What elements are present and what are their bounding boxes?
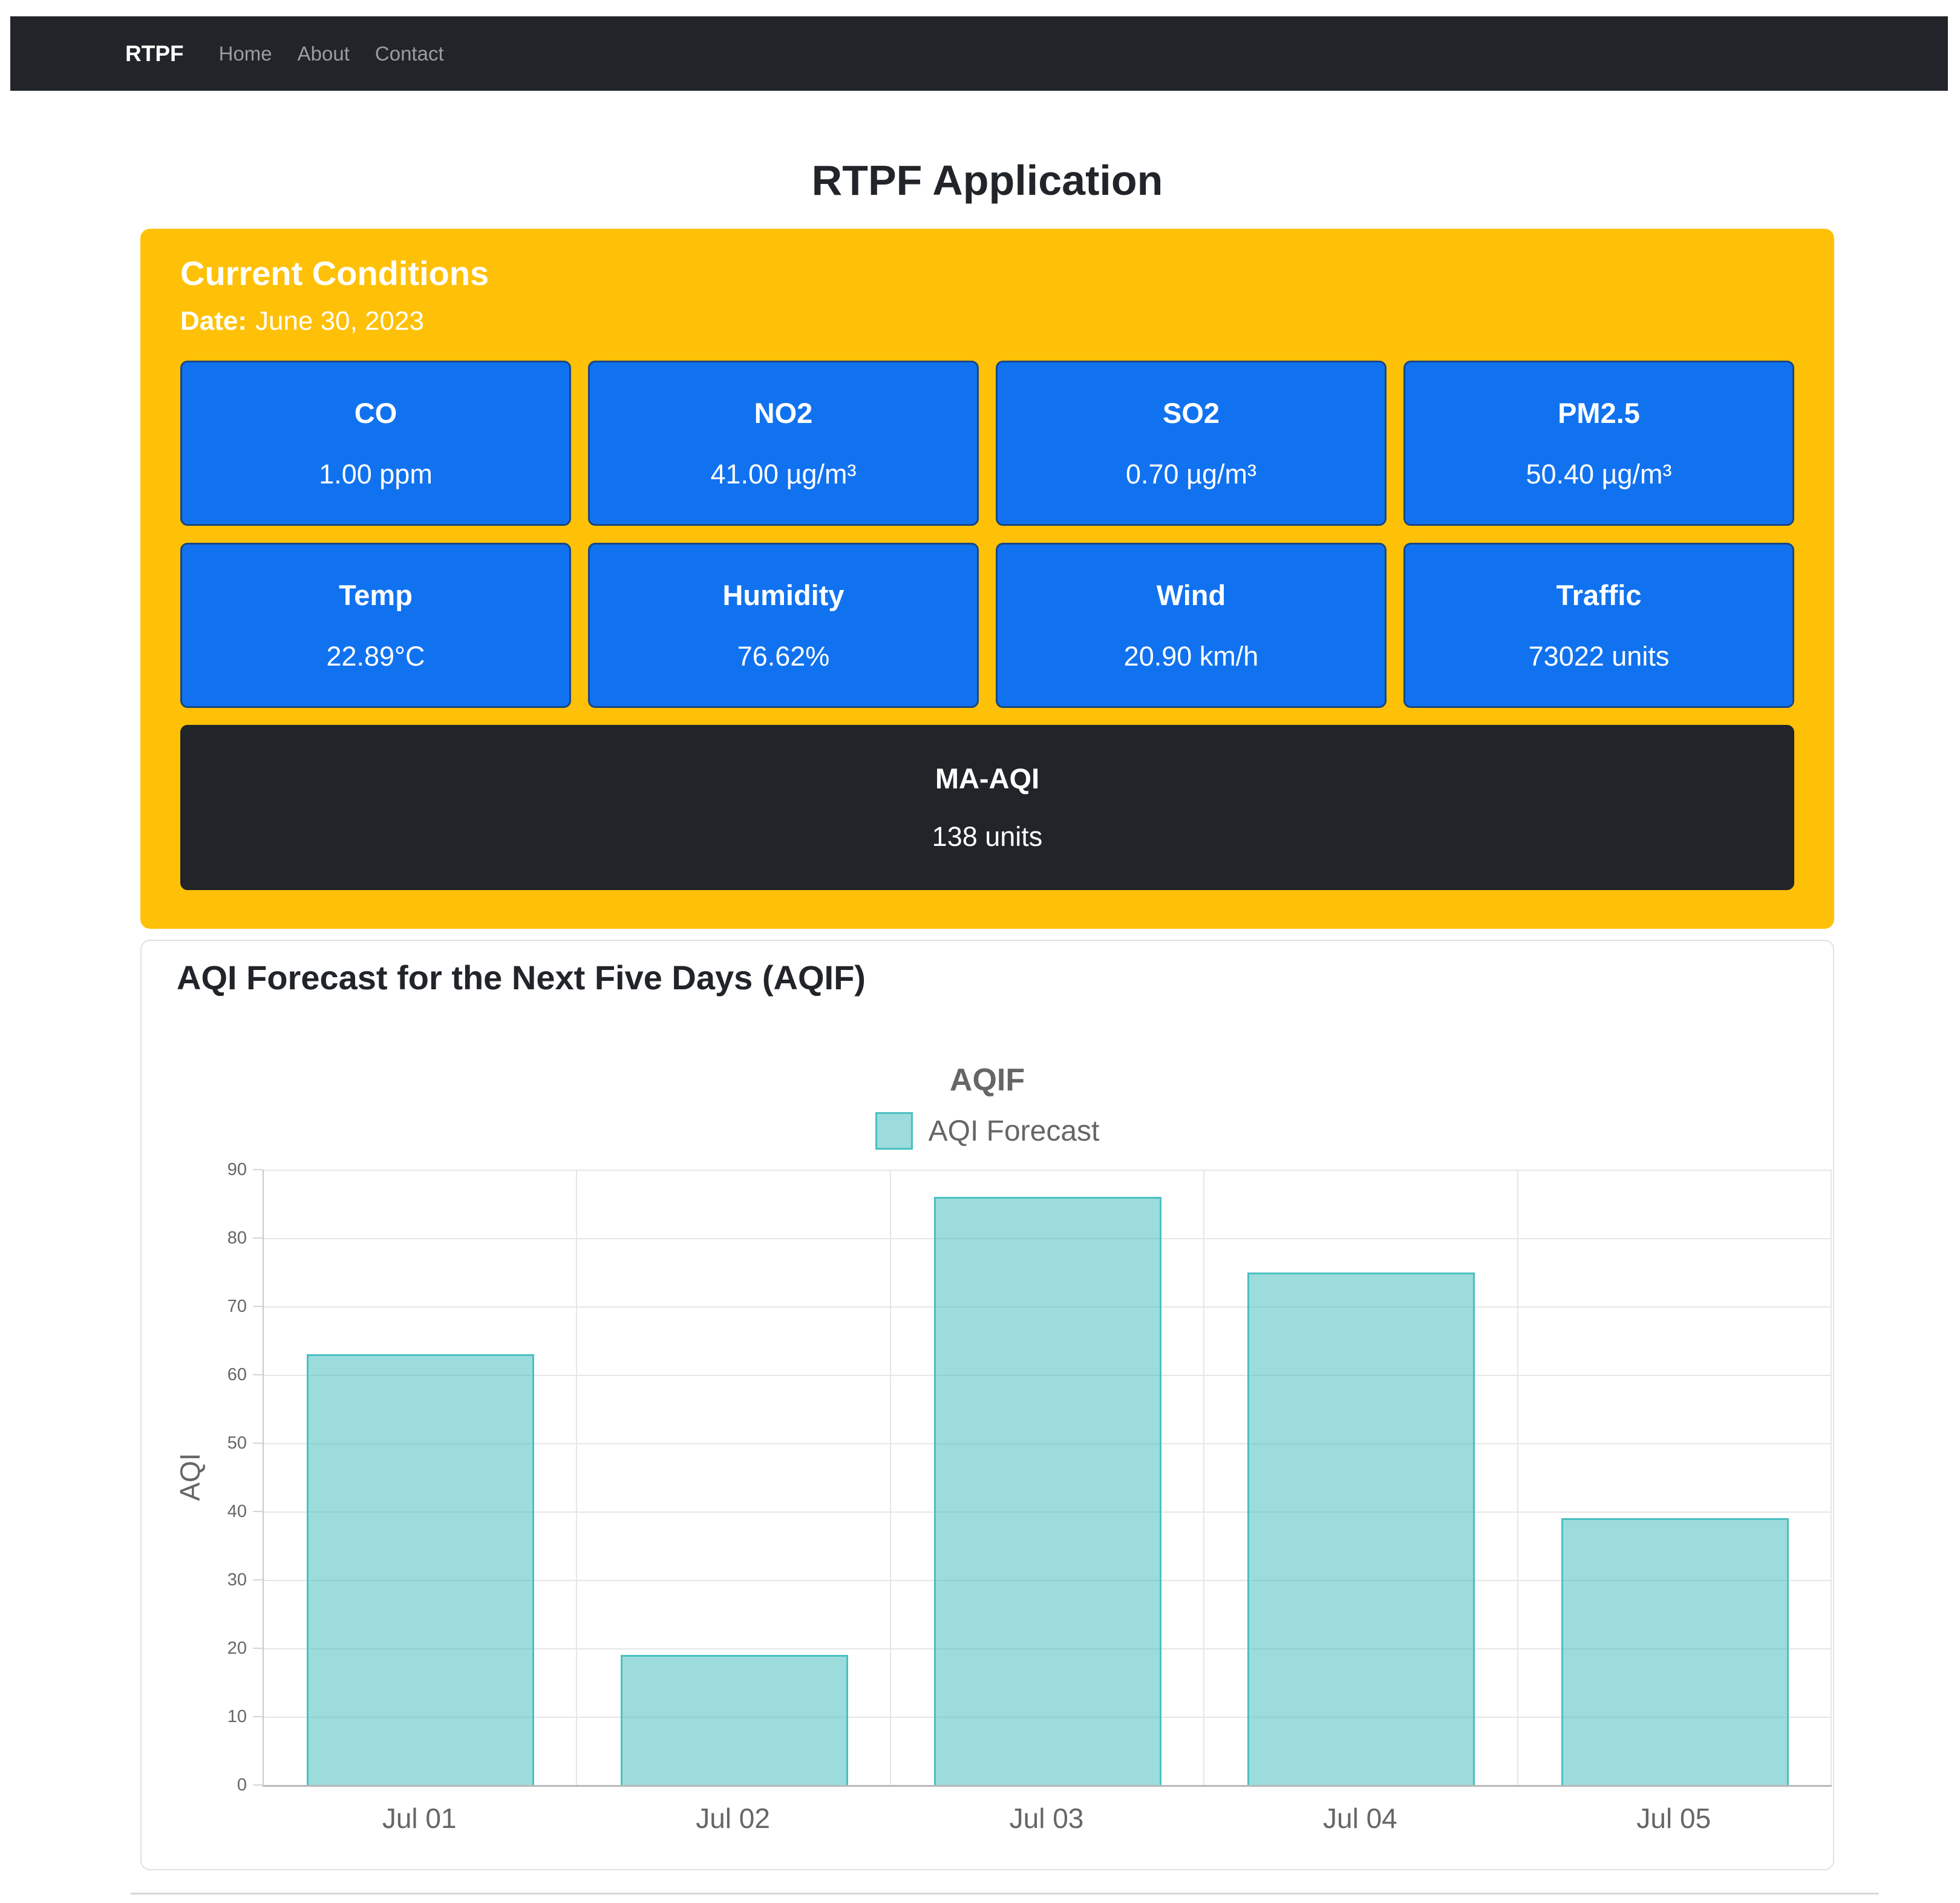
metric-value-traffic: 73022 units [1528, 640, 1670, 672]
y-tickmark-60 [253, 1374, 263, 1375]
gridline-y-90 [264, 1170, 1832, 1171]
y-tickmark-10 [253, 1716, 263, 1717]
y-tick-0: 0 [237, 1775, 247, 1795]
y-tickmark-30 [253, 1579, 263, 1580]
metric-tile-pm25: PM2.5 50.40 µg/m³ [1403, 360, 1794, 526]
current-conditions-date: Date: June 30, 2023 [180, 306, 1794, 338]
x-tick-jul-04: Jul 04 [1323, 1803, 1397, 1834]
next-section-divider [131, 1893, 1879, 1895]
metric-value-co: 1.00 ppm [319, 458, 433, 490]
main-content: Current Conditions Date: June 30, 2023 CO… [140, 229, 1834, 1870]
legend-swatch [875, 1112, 913, 1150]
y-tickmark-80 [253, 1237, 263, 1239]
bar-jul-05 [1561, 1518, 1789, 1785]
legend-label: AQI Forecast [928, 1115, 1100, 1147]
y-tickmark-40 [253, 1511, 263, 1512]
nav-link-home[interactable]: Home [218, 42, 272, 65]
metric-tile-wind: Wind 20.90 km/h [996, 542, 1387, 708]
y-tick-30: 30 [227, 1570, 247, 1590]
ma-aqi-label: MA-AQI [935, 762, 1040, 795]
metric-label-wind: Wind [1156, 578, 1226, 611]
gridline-x-2 [889, 1170, 891, 1785]
x-tick-jul-02: Jul 02 [696, 1803, 770, 1834]
nav-link-about[interactable]: About [297, 42, 350, 65]
y-tickmark-0 [253, 1784, 263, 1786]
y-tick-70: 70 [227, 1297, 247, 1316]
metric-label-so2: SO2 [1162, 396, 1220, 429]
metric-value-pm25: 50.40 µg/m³ [1526, 458, 1672, 490]
x-tick-jul-03: Jul 03 [1009, 1803, 1084, 1834]
y-tickmark-70 [253, 1306, 263, 1307]
page-title: RTPF Application [811, 157, 1163, 204]
nav-link-contact[interactable]: Contact [374, 42, 444, 65]
metric-tile-temp: Temp 22.89°C [180, 542, 571, 708]
current-conditions-card: Current Conditions Date: June 30, 2023 CO… [140, 229, 1834, 929]
gridline-x-4 [1517, 1170, 1518, 1785]
metric-value-humidity: 76.62% [737, 640, 830, 672]
y-tick-50: 50 [227, 1433, 247, 1453]
metric-label-humidity: Humidity [722, 578, 844, 611]
y-axis-title: AQI [174, 1453, 206, 1501]
gridline-x-5 [1831, 1170, 1832, 1785]
metric-value-no2: 41.00 µg/m³ [710, 458, 857, 490]
metric-tile-co: CO 1.00 ppm [180, 360, 571, 526]
gridline-x-3 [1203, 1170, 1205, 1785]
metric-label-pm25: PM2.5 [1558, 396, 1640, 429]
metric-value-temp: 22.89°C [326, 640, 425, 672]
ma-aqi-value: 138 units [932, 821, 1043, 853]
metric-tile-traffic: Traffic 73022 units [1403, 542, 1794, 708]
current-conditions-title: Current Conditions [180, 254, 489, 292]
y-tick-20: 20 [227, 1639, 247, 1658]
chart-title: AQIF [949, 1063, 1025, 1098]
metric-tile-no2: NO2 41.00 µg/m³ [588, 360, 979, 526]
metric-label-temp: Temp [339, 578, 413, 611]
metric-label-traffic: Traffic [1556, 578, 1642, 611]
y-tick-60: 60 [227, 1365, 247, 1384]
metrics-grid: CO 1.00 ppm NO2 41.00 µg/m³ SO2 0.70 µg/m³ PM2… [180, 360, 1794, 708]
x-tick-jul-01: Jul 01 [382, 1803, 457, 1834]
gridline-x-1 [576, 1170, 578, 1785]
bar-chart-plot-area [263, 1170, 1832, 1787]
metric-label-co: CO [354, 396, 397, 429]
y-tickmark-90 [253, 1169, 263, 1170]
bar-jul-04 [1247, 1272, 1475, 1785]
bar-jul-03 [934, 1197, 1161, 1785]
date-label: Date: [180, 306, 247, 336]
ma-aqi-tile: MA-AQI 138 units [180, 724, 1794, 890]
navbar: RTPF Home About Contact [10, 16, 1948, 91]
y-tick-90: 90 [227, 1160, 247, 1179]
metric-label-no2: NO2 [754, 396, 813, 429]
metric-tile-humidity: Humidity 76.62% [588, 542, 979, 708]
y-tick-10: 10 [227, 1707, 247, 1726]
navbar-brand[interactable]: RTPF [125, 41, 184, 66]
chart-legend[interactable]: AQI Forecast [142, 1112, 1833, 1150]
y-tick-40: 40 [227, 1502, 247, 1521]
metric-tile-so2: SO2 0.70 µg/m³ [996, 360, 1387, 526]
date-value: June 30, 2023 [255, 306, 424, 336]
bar-jul-01 [307, 1354, 535, 1785]
y-tickmark-50 [253, 1443, 263, 1444]
y-tick-80: 80 [227, 1228, 247, 1248]
aqi-forecast-card: AQI Forecast for the Next Five Days (AQI… [140, 940, 1834, 1870]
metric-value-so2: 0.70 µg/m³ [1125, 458, 1256, 490]
x-tick-jul-05: Jul 05 [1636, 1803, 1711, 1834]
y-tickmark-20 [253, 1648, 263, 1649]
bar-jul-02 [620, 1655, 848, 1785]
forecast-heading: AQI Forecast for the Next Five Days (AQI… [177, 958, 866, 997]
metric-value-wind: 20.90 km/h [1123, 640, 1259, 672]
